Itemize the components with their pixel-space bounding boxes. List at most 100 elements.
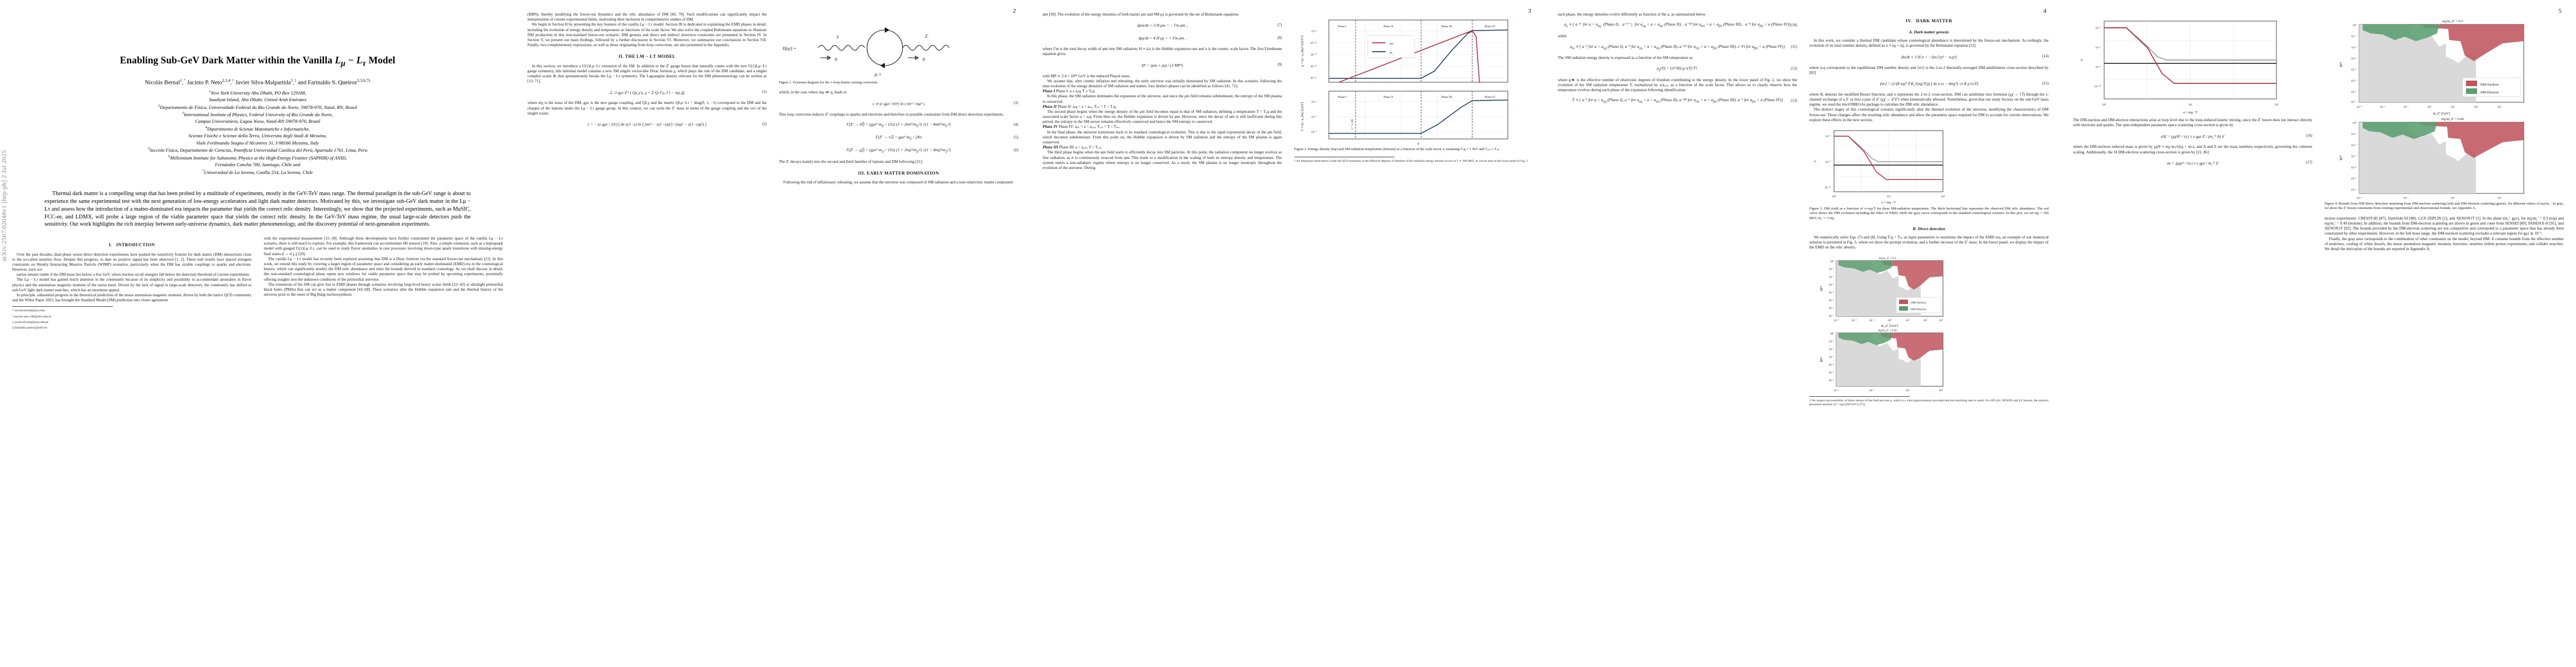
- energy-density-plot: 10⁻⁸ 10⁻¹⁰ 10⁻¹² 10⁻¹⁴ 10⁻¹⁶ Phase I Pha…: [1301, 19, 1508, 145]
- figure-4-caption: Figure 4. Bounds from DM direct detectio…: [2324, 202, 2564, 211]
- paragraph: We assume that, after cosmic inflation a…: [1043, 78, 1282, 88]
- figure-3-caption: Figure 3. DM yield as a function of x=mχ…: [1809, 207, 2049, 220]
- xtick: 10⁻³: [1833, 319, 1839, 322]
- ytick: 10⁻⁸: [1825, 161, 1831, 164]
- ytick: 10⁻¹: [1828, 340, 1834, 344]
- paragraph: tection experiments: CRESST-III [87], Da…: [2324, 216, 2564, 236]
- paragraph: The extensions of the SM can give rise t…: [263, 282, 504, 297]
- paragraph: In this phase, the SM radiation dominate…: [1043, 94, 1282, 104]
- ytick: 10⁻⁵: [1828, 299, 1834, 302]
- paragraph: We begin in Section II by presenting the…: [527, 22, 767, 48]
- fig4-top-panel-large: mχ/m_Z′ = 0.3 10⁰ 10⁻¹ 10⁻² 10⁻³ 10⁻⁴ 10…: [2339, 19, 2524, 116]
- paragraph: while: [1558, 34, 1567, 39]
- region-dm-nucleon: [1880, 260, 1943, 290]
- footnote-email-1[interactable]: * nicolas.bernal@nyu.edu: [12, 309, 45, 313]
- page-2-columns: (BBN), thereby modifying the freeze-out …: [527, 12, 1018, 186]
- page-3-column-left: φm [39]. The evolution of the energy den…: [1043, 12, 1282, 171]
- ytick: 10⁻⁴: [1828, 364, 1834, 367]
- loop-fermion-label: μ, τ: [874, 72, 881, 77]
- fig4-top-panel: mχ/m_Z′ = 0.3 10⁰ 10⁻¹ 10⁻² 10⁻³: [1819, 257, 1943, 328]
- xtick: 10⁻³: [2356, 106, 2362, 109]
- fig2-top-panel: 10⁻⁸ 10⁻¹⁰ 10⁻¹² 10⁻¹⁴ 10⁻¹⁶ Phase I Pha…: [1301, 19, 1508, 83]
- legend-label-dm-nucleon: DM-Nucleon: [1911, 301, 1926, 305]
- ytick: 10⁻⁶: [1828, 307, 1834, 310]
- ytick: 10⁻⁷: [1828, 315, 1834, 318]
- page-number: 4: [2043, 8, 2047, 14]
- footnote-email-3[interactable]: ‡ javier.silvam@pucp.edu.pe: [12, 320, 49, 324]
- figure-2: 10⁻⁸ 10⁻¹⁰ 10⁻¹² 10⁻¹⁴ 10⁻¹⁶ Phase I Pha…: [1294, 16, 1534, 145]
- ytick: 10⁻⁴: [1825, 135, 1831, 138]
- legend-swatch-dm-electron: [1899, 306, 1908, 311]
- region-dm-electron: [1838, 332, 1892, 345]
- footnote-divider: [1809, 396, 1910, 397]
- momentum-label-out: q: [923, 56, 925, 61]
- page-3-columns: φm [39]. The evolution of the energy den…: [1043, 12, 1533, 171]
- xlabel: x = mχ / T: [2183, 111, 2198, 115]
- ytick: 10⁻⁸: [1311, 30, 1317, 33]
- relic-yield-plot-large: 10⁻⁴ 10⁻⁶ 10⁻⁸ 10⁻¹⁰ 10⁰ 10² 10⁴ x = mχ …: [2080, 21, 2279, 115]
- page-4-columns: each phase, the energy densities evolve …: [1558, 12, 2049, 407]
- page-2[interactable]: 2 (BBN), thereby modifying the freeze-ou…: [515, 0, 1030, 667]
- paragraph: φm [39]. The evolution of the energy den…: [1043, 12, 1239, 17]
- equation-6: Γ(Z′ → χχ̅) = (gµτ² mZ′ / 12π) (1 + 2mχ²…: [846, 147, 1018, 154]
- phase-heading-3: Phase III Phase III: a > a꜀ᵢₙ, T < T꜀ᵢₙ.: [1043, 145, 1103, 150]
- ytick: 10⁰: [2352, 24, 2356, 27]
- series-temperature: [1328, 99, 1508, 134]
- equation-13: T ∝ { a⁻¹ for a < aeq (Phase I), a⁻¹ for…: [1572, 97, 1797, 104]
- ytick: 10⁻³: [1311, 116, 1317, 119]
- region-dm-electron: [2362, 24, 2439, 41]
- xtick: 10⁻¹: [1869, 319, 1875, 322]
- phase-label-iii: Phase III: [1441, 25, 1452, 28]
- page-1-column-right: with the experimental measurement [15–18…: [264, 236, 504, 330]
- paragraph: The DM-nucleus and DM-electron interacti…: [2073, 118, 2313, 128]
- ytick: 10⁻⁸: [2095, 66, 2101, 69]
- xtick: 10⁰: [2427, 106, 2431, 109]
- footnote-email-4[interactable]: § farinaldo.queiroz@ufrn.br: [12, 326, 48, 330]
- ytick: 10⁻²: [2351, 144, 2356, 147]
- ytick: 10⁻¹⁰: [1310, 42, 1317, 45]
- direct-detection-exclusion-plots: mχ/m_Z′ = 0.3 10⁰ 10⁻¹ 10⁻² 10⁻³: [1819, 257, 1943, 392]
- ylabel-top: gμτ: [2339, 62, 2343, 67]
- ytick: 10⁻¹: [1828, 268, 1834, 271]
- footnote-email-2[interactable]: † jacinto.neto.100@ufrn.edu.br: [12, 315, 52, 318]
- paragraph: We numerically solve Eqs. (7) and (8). U…: [1809, 235, 2049, 250]
- legend-box: [1367, 35, 1414, 58]
- subsection-heading-dm-genesis: A. Dark matter genesis: [1909, 29, 1949, 35]
- page-3[interactable]: 3 φm [39]. The evolution of the energy d…: [1030, 0, 1546, 667]
- footnote-divider: [12, 306, 113, 307]
- page-1-column-left: I. INTRODUCTION Over the past decades, d…: [12, 236, 252, 330]
- region-existing-bounds: [2359, 122, 2476, 193]
- legend-label-rho-gamma: ρᵧ: [1390, 51, 1393, 54]
- section-heading-dark-matter: IV. DARK MATTER: [1905, 18, 1952, 23]
- ylabel-bottom: gμτ: [1819, 357, 1823, 362]
- page-5[interactable]: 5 10⁻⁴: [2061, 0, 2576, 667]
- subsection-heading-direct-detection: B. Direct detection: [1912, 226, 1945, 232]
- equation-8: dργ/dt + 4 H ργ = + Γm ρm , (8): [1138, 36, 1282, 41]
- paragraph: Finally, the gray area corresponds to th…: [2324, 236, 2564, 251]
- ytick: 10⁻¹²: [1824, 186, 1830, 190]
- page-4[interactable]: 4 each phase, the energy densities evolv…: [1546, 0, 2061, 667]
- ytick: 10⁻⁴: [2351, 68, 2356, 72]
- section-heading-emd: III. EARLY MATTER DOMINATION: [858, 171, 939, 176]
- paragraph: where mχ is the mass of the DM, gμτ is t…: [527, 101, 767, 116]
- ytick: 10⁻⁵: [1828, 371, 1834, 375]
- paragraph: The SM radiation energy density is expre…: [1558, 56, 1693, 61]
- region-dm-electron: [2362, 122, 2437, 139]
- xtick: 10³: [1939, 389, 1942, 392]
- phase-label-iv: Phase IV: [1484, 96, 1496, 99]
- paragraph: where Kᵢ denotes the modified Bessel fun…: [1809, 92, 2049, 107]
- region-dm-nucleon: [2420, 24, 2524, 61]
- page-title: Enabling Sub-GeV Dark Matter within the …: [119, 54, 396, 68]
- series-emd: [1833, 136, 1943, 180]
- momentum-label-in: q: [835, 56, 837, 61]
- ylabel-top: ρ × (a / a_fin)⁴ [GeV⁴]: [1301, 36, 1304, 67]
- xtick: 10²: [1886, 195, 1890, 198]
- page-1[interactable]: arXiv:2507.02048v1 [hep-ph] 2 Jul 2025 E…: [0, 0, 515, 667]
- legend-label-dm-nucleon: DM-Nucleon: [2480, 83, 2499, 87]
- paragraph: where Γm is the total decay width of φm …: [1043, 47, 1282, 57]
- ytick: 10⁻¹: [2351, 35, 2356, 38]
- xtick: 10⁻³: [1833, 389, 1839, 392]
- affiliation-block: 1New York University Abu Dhabi, PO Box 1…: [148, 89, 367, 175]
- series-emd: [2104, 27, 2276, 84]
- paragraph: The Lμ − Lτ model has gained much attent…: [12, 277, 252, 292]
